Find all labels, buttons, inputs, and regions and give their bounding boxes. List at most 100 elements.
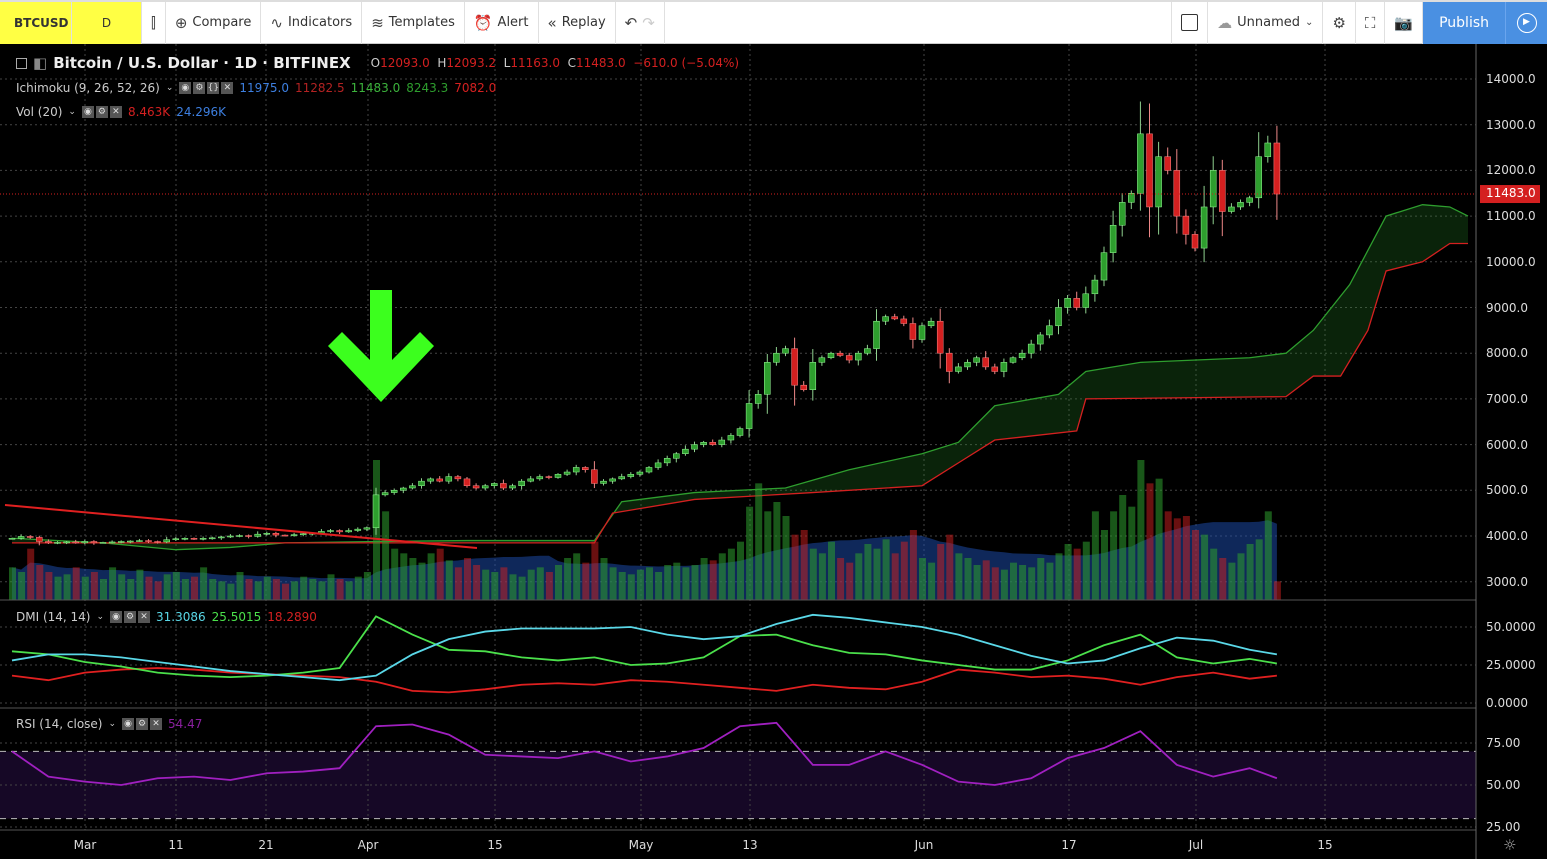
trend-line [4, 504, 478, 549]
volume-bar [1210, 548, 1218, 600]
alert-button[interactable]: ⏰ Alert [465, 1, 539, 44]
candle-body [17, 536, 25, 539]
close-icon[interactable]: ✕ [109, 106, 122, 118]
volume-bar [737, 541, 744, 600]
volume-label[interactable]: Vol (20) [16, 105, 63, 119]
snapshot-button[interactable]: 📷 [1385, 1, 1424, 44]
eye-icon[interactable]: ◉ [81, 106, 94, 118]
chart-canvas[interactable] [0, 44, 1547, 859]
gear-icon[interactable]: ⚙ [124, 611, 137, 623]
candle-body [90, 541, 98, 544]
candle-body [809, 362, 817, 391]
gear-icon[interactable]: ⚙ [193, 82, 206, 94]
candle-body [336, 530, 343, 533]
volume-bar [1128, 506, 1136, 600]
candle-body [609, 478, 616, 482]
low-label: L [503, 56, 511, 70]
templates-button[interactable]: ≋ Templates [362, 1, 465, 44]
gear-icon[interactable]: ⚙ [95, 106, 108, 118]
arrow-down-drawing [328, 290, 434, 402]
candle-body [918, 325, 926, 340]
candle-body [463, 478, 471, 486]
candle-body [45, 541, 52, 544]
undo-icon[interactable]: ↶ [624, 13, 638, 32]
high-label: H [437, 56, 447, 70]
volume-bar [336, 579, 344, 600]
volume-bar [545, 572, 553, 600]
gear-icon[interactable]: ⚙ [136, 718, 149, 730]
close-icon[interactable]: ✕ [150, 718, 163, 730]
chart-style-button[interactable]: ⫿ [142, 1, 166, 44]
settings-button[interactable]: ⚙ [1323, 1, 1356, 44]
volume-bar [354, 576, 362, 600]
candle-body [281, 534, 289, 537]
fullscreen-layout-button[interactable] [1172, 1, 1209, 44]
candle-body [773, 352, 780, 363]
indicators-button[interactable]: ∿ Indicators [261, 1, 363, 44]
play-button[interactable]: ▶ [1505, 1, 1547, 44]
candle-body [572, 467, 580, 473]
volume-bar [136, 569, 144, 600]
volume-bar [427, 553, 435, 600]
main-legend: ◧ Bitcoin / U.S. Dollar · 1D · BITFINEX … [16, 54, 739, 72]
candle-body [381, 492, 389, 496]
time-axis-label: 17 [1061, 838, 1077, 852]
candle-body [836, 352, 844, 356]
close-icon[interactable]: ✕ [221, 82, 234, 94]
dmi-label[interactable]: DMI (14, 14) [16, 610, 91, 624]
candle-body [618, 476, 625, 480]
source-icon[interactable]: {} [207, 82, 220, 94]
eye-icon[interactable]: ◉ [122, 718, 135, 730]
candle-body [563, 471, 571, 475]
candle-body [409, 485, 416, 489]
ichimoku-span-b [12, 242, 1468, 544]
candle-body [491, 483, 498, 486]
plus-di-value: 25.5015 [211, 610, 262, 624]
publish-button[interactable]: Publish [1423, 1, 1505, 44]
candle-body [245, 535, 252, 537]
volume-bar [673, 562, 681, 600]
axis-settings-icon[interactable]: ☼ [1503, 836, 1517, 854]
rsi-label[interactable]: RSI (14, close) [16, 717, 103, 731]
candle-body [982, 357, 989, 368]
alert-label: Alert [497, 15, 529, 30]
candle-body [663, 458, 671, 464]
candle-body [1091, 279, 1099, 295]
close-value: 11483.0 [576, 56, 626, 70]
rsi-axis-label: 75.00 [1486, 736, 1521, 750]
redo-icon[interactable]: ↷ [642, 13, 655, 32]
volume-bar [846, 562, 854, 600]
price-axis-label: 3000.0 [1486, 574, 1528, 589]
layout-menu-button[interactable]: ☁ Unnamed ⌄ [1208, 1, 1324, 44]
time-axis-label: Jul [1188, 838, 1204, 852]
collapse-icon[interactable] [16, 57, 27, 69]
volume-bar [200, 567, 208, 600]
compare-button[interactable]: ⊕ Compare [166, 1, 262, 44]
rsi-axis-label: 50.00 [1486, 778, 1521, 792]
volume-bar [473, 565, 481, 600]
interval-button[interactable]: D [72, 1, 142, 44]
candle-body [727, 435, 735, 441]
candle-body [1155, 156, 1162, 208]
fullscreen-button[interactable]: ⛶ [1356, 1, 1386, 44]
ichimoku-label[interactable]: Ichimoku (9, 26, 52, 26) [16, 81, 160, 95]
volume-bar [1164, 511, 1172, 600]
candle-body [518, 480, 525, 486]
volume-bar [1091, 511, 1099, 600]
volume-bar [409, 558, 417, 600]
eye-icon[interactable]: ◉ [110, 611, 123, 623]
compare-label: Compare [192, 15, 252, 30]
replay-button[interactable]: « Replay [539, 1, 616, 44]
close-icon[interactable]: ✕ [138, 611, 151, 623]
symbol-title[interactable]: Bitcoin / U.S. Dollar · 1D · BITFINEX [53, 54, 351, 72]
price-axis-label: 13000.0 [1486, 117, 1536, 132]
volume-bar [1219, 558, 1227, 600]
volume-bar [272, 579, 280, 600]
templates-icon: ≋ [371, 13, 384, 32]
candle-body [8, 538, 16, 540]
eye-icon[interactable]: ◉ [179, 82, 192, 94]
symbol-search-button[interactable]: BTCUSD [0, 1, 72, 44]
candle-body [818, 357, 826, 363]
candle-body [1118, 202, 1126, 226]
volume-bar [809, 548, 817, 600]
